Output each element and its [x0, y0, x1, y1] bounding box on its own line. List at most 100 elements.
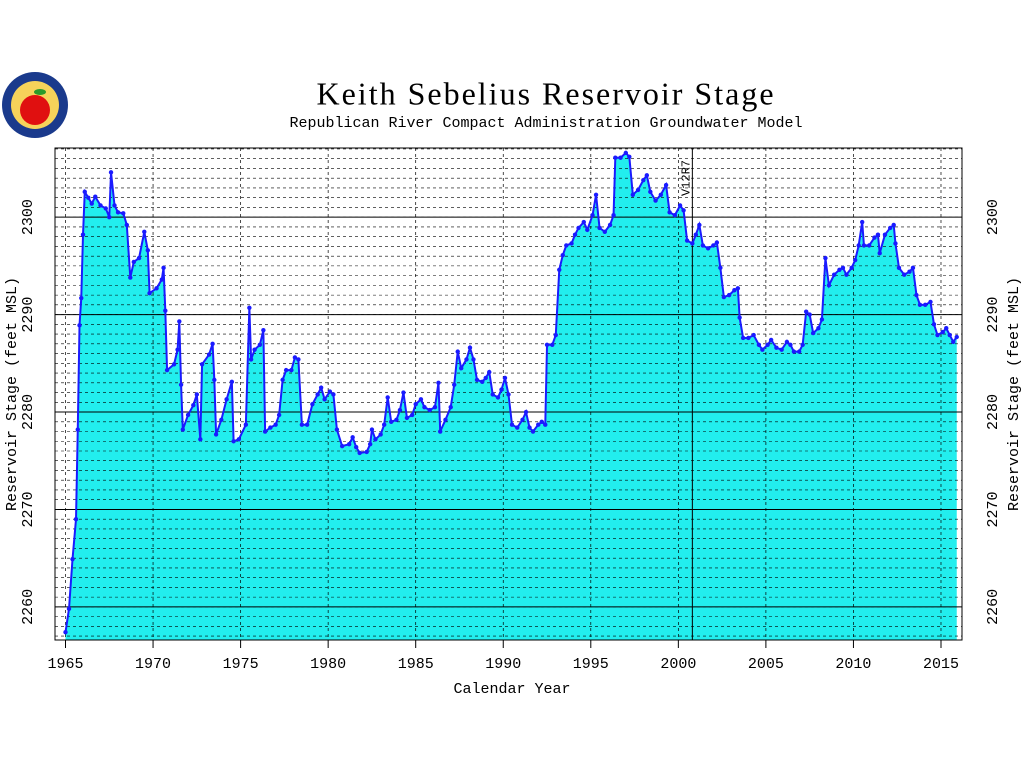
point	[910, 265, 916, 271]
point	[515, 425, 520, 430]
point	[800, 342, 805, 347]
point	[875, 232, 881, 237]
point	[283, 367, 289, 373]
point	[70, 556, 75, 562]
point	[199, 362, 205, 367]
point	[877, 251, 882, 256]
reference-label: V12R7	[680, 160, 694, 196]
point	[107, 214, 112, 220]
point	[350, 435, 355, 440]
point	[902, 272, 907, 277]
point	[206, 352, 212, 357]
y-tick-label: 2280	[20, 394, 37, 430]
point	[523, 409, 529, 415]
point	[427, 407, 432, 413]
point	[576, 225, 581, 231]
x-tick-label: 1970	[135, 656, 171, 673]
point	[448, 404, 453, 410]
point	[280, 377, 285, 383]
y-tick-label: 2270	[20, 491, 37, 527]
point	[364, 449, 369, 455]
point	[544, 342, 550, 347]
point	[171, 362, 177, 367]
point	[872, 235, 877, 240]
point	[693, 232, 699, 237]
point	[714, 240, 720, 245]
point	[191, 403, 196, 408]
point	[459, 365, 464, 371]
point	[840, 265, 846, 271]
logo-apple	[20, 95, 50, 125]
point	[177, 319, 182, 324]
point	[590, 213, 595, 218]
point	[917, 302, 923, 308]
point	[474, 377, 480, 383]
point	[75, 427, 80, 432]
point	[831, 272, 837, 277]
point	[322, 397, 327, 402]
point	[810, 330, 816, 336]
point	[536, 422, 541, 427]
point	[229, 379, 235, 385]
y-tick-label: 2300	[20, 199, 37, 235]
point	[77, 323, 82, 328]
point	[248, 357, 254, 362]
point	[602, 229, 608, 234]
point	[98, 203, 103, 208]
point	[334, 427, 340, 432]
point	[124, 222, 129, 228]
point	[178, 382, 184, 387]
point	[495, 395, 501, 400]
x-tick-label: 1965	[47, 656, 83, 673]
point	[611, 213, 616, 218]
point	[732, 288, 737, 293]
point	[520, 417, 525, 423]
point	[677, 203, 683, 208]
point	[154, 286, 159, 291]
point	[681, 208, 686, 213]
point	[455, 349, 460, 354]
x-tick-label: 1995	[573, 656, 609, 673]
point	[935, 332, 940, 338]
y-tick-label: 2260	[20, 589, 37, 625]
point	[807, 312, 812, 317]
point	[641, 177, 646, 183]
x-axis-label: Calendar Year	[453, 681, 570, 698]
point	[856, 243, 861, 248]
point	[861, 243, 867, 248]
point	[928, 299, 933, 305]
point	[852, 257, 858, 263]
y-tick-label: 2290	[20, 297, 37, 333]
point	[353, 444, 359, 450]
point	[740, 335, 746, 341]
point	[896, 265, 902, 271]
point	[452, 382, 457, 387]
point	[711, 243, 716, 248]
point	[115, 210, 121, 215]
point	[346, 441, 352, 447]
point	[194, 392, 200, 397]
point	[564, 243, 569, 248]
point	[788, 342, 793, 347]
point	[803, 309, 809, 314]
point	[667, 210, 672, 215]
point	[816, 326, 821, 331]
point	[276, 412, 282, 418]
point	[180, 427, 186, 432]
point	[849, 265, 854, 271]
point	[844, 272, 849, 277]
point	[161, 265, 166, 271]
logo-leaf	[34, 89, 46, 95]
point	[593, 192, 599, 197]
point	[142, 229, 147, 234]
point	[630, 192, 636, 197]
point	[690, 241, 695, 246]
point	[648, 189, 653, 195]
point	[826, 283, 832, 288]
point	[404, 415, 410, 421]
point	[357, 450, 362, 456]
point	[63, 630, 68, 635]
point	[273, 422, 278, 427]
point	[791, 349, 797, 354]
point	[289, 367, 294, 373]
